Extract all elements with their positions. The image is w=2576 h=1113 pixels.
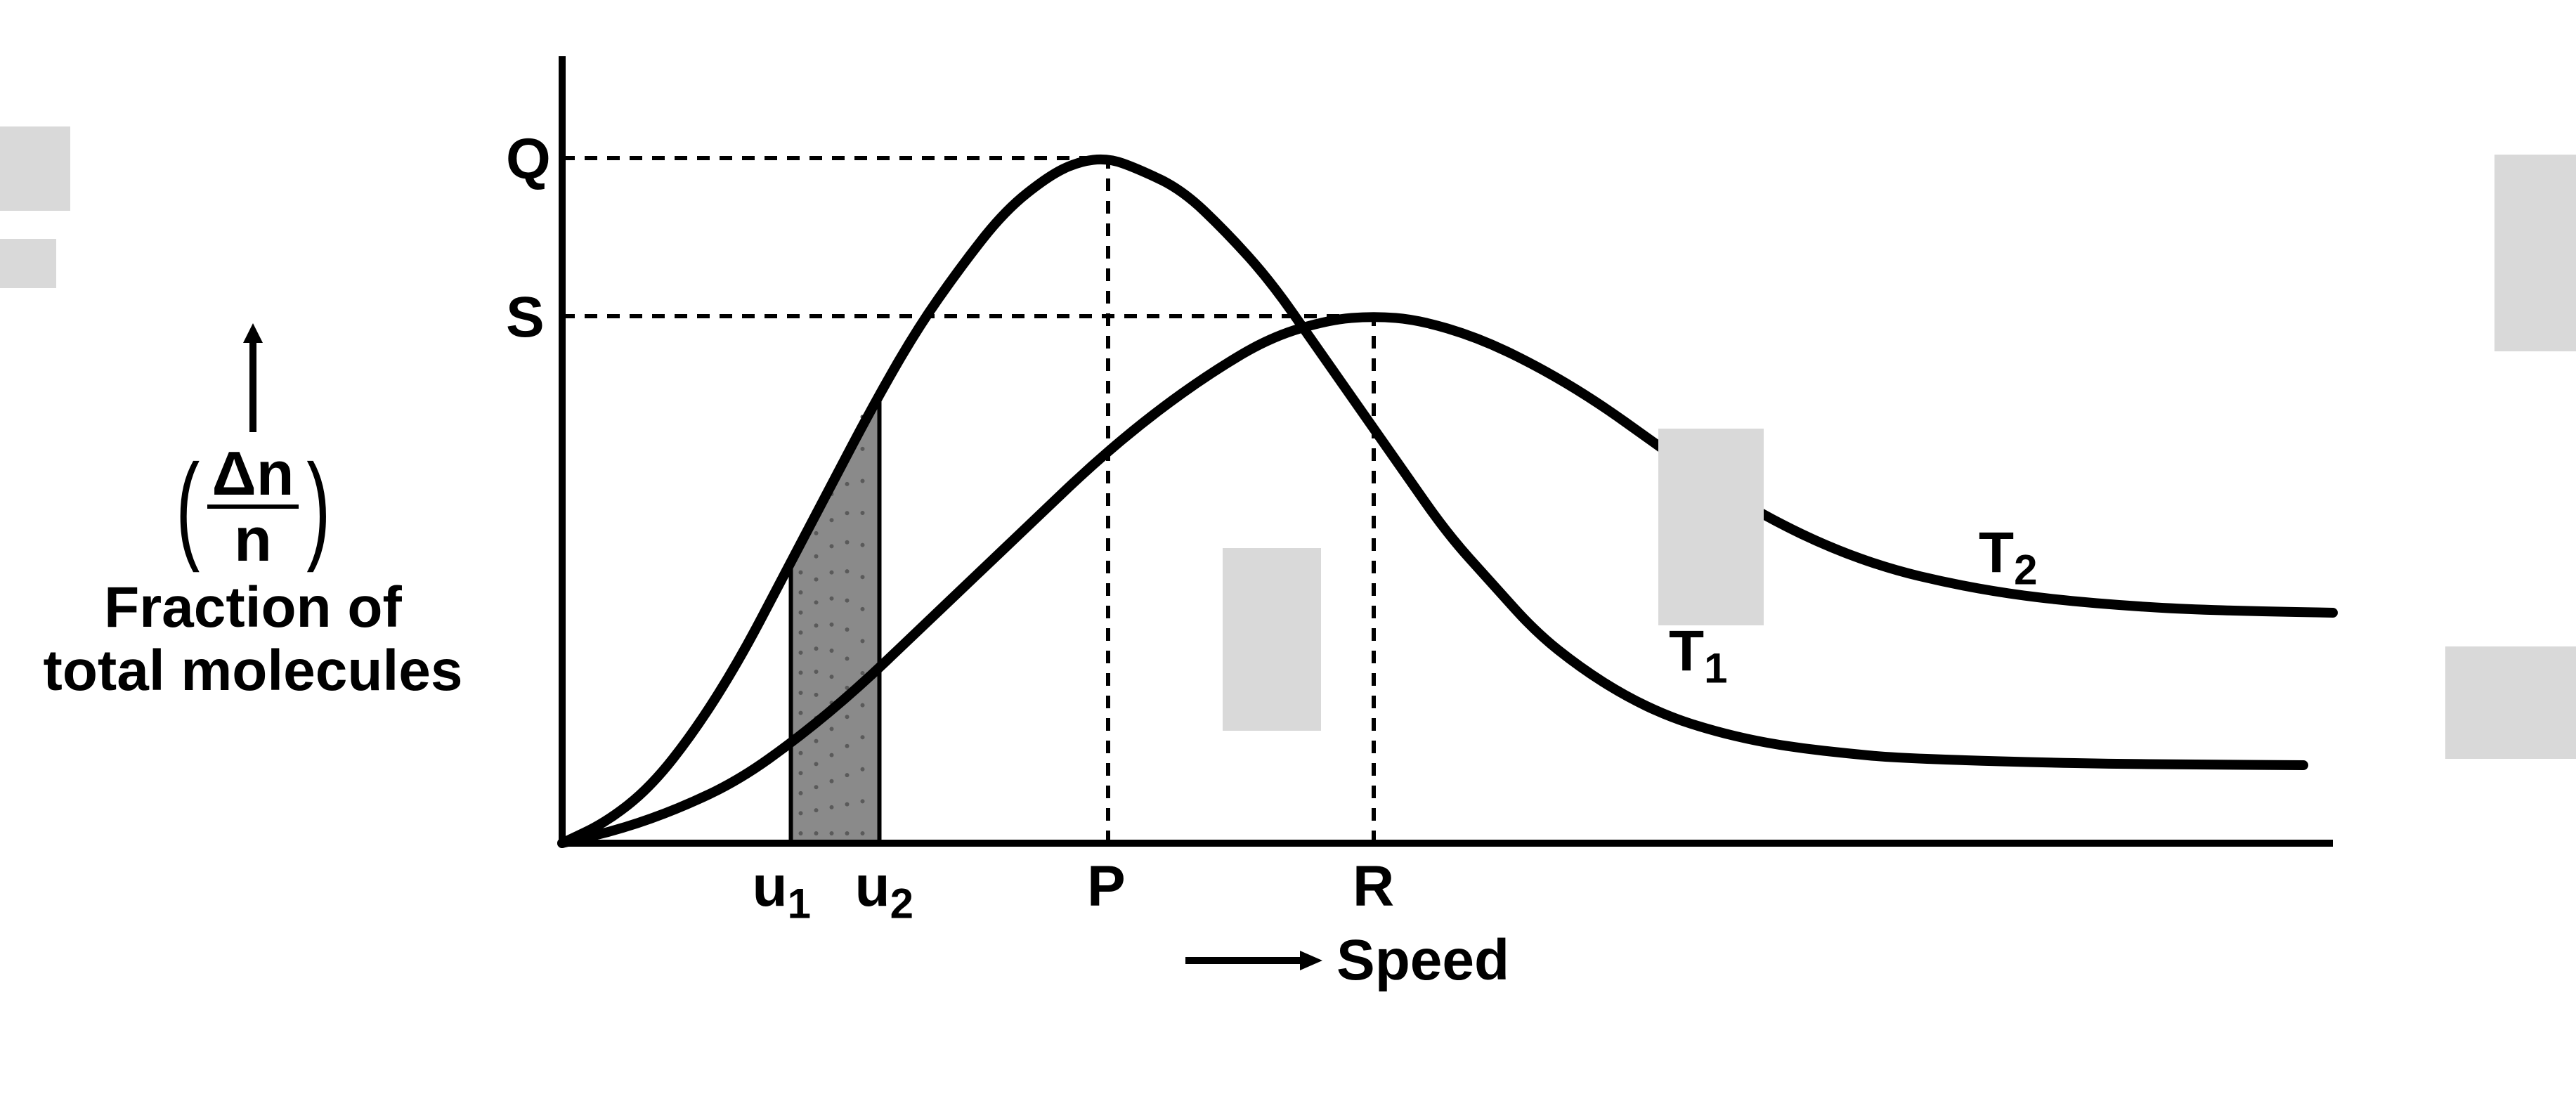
x-axis-arrow-icon [1182, 946, 1322, 975]
ylabel-numerator: Δn [207, 443, 298, 509]
x-axis-label-text: Speed [1336, 928, 1509, 994]
ylabel-denominator: n [207, 509, 298, 571]
curve-label-T1: T1 [1669, 618, 1727, 692]
xtick-u2: u2 [855, 854, 913, 928]
xtick-u1: u1 [753, 854, 811, 928]
ylabel-line2: total molecules [14, 639, 492, 703]
ylabel-line1: Fraction of [14, 576, 492, 639]
xtick-P: P [1087, 854, 1126, 920]
ytick-Q: Q [506, 126, 551, 193]
y-axis-arrow-icon [239, 323, 267, 436]
xtick-R: R [1353, 854, 1394, 920]
curve-label-T2: T2 [1979, 520, 2037, 594]
chart-svg [520, 42, 2487, 998]
plot-area: Q S u1 u2 P R T1 T2 Speed [520, 42, 2487, 998]
x-axis-label-block: Speed [1182, 928, 1509, 994]
y-axis-text: Fraction of total molecules [14, 576, 492, 703]
y-axis-formula: (Δnn) [168, 443, 338, 571]
ytick-S: S [506, 285, 545, 351]
y-axis-label-block: (Δnn) Fraction of total molecules [14, 323, 492, 703]
